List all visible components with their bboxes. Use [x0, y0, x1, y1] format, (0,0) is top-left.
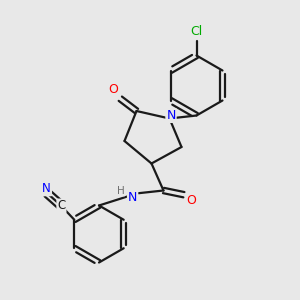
- Text: C: C: [57, 200, 65, 212]
- Text: H: H: [117, 185, 124, 196]
- Text: N: N: [42, 182, 51, 195]
- Text: O: O: [186, 194, 196, 208]
- Text: N: N: [128, 191, 137, 204]
- Text: O: O: [109, 82, 118, 96]
- Text: Cl: Cl: [190, 25, 202, 38]
- Text: N: N: [166, 109, 176, 122]
